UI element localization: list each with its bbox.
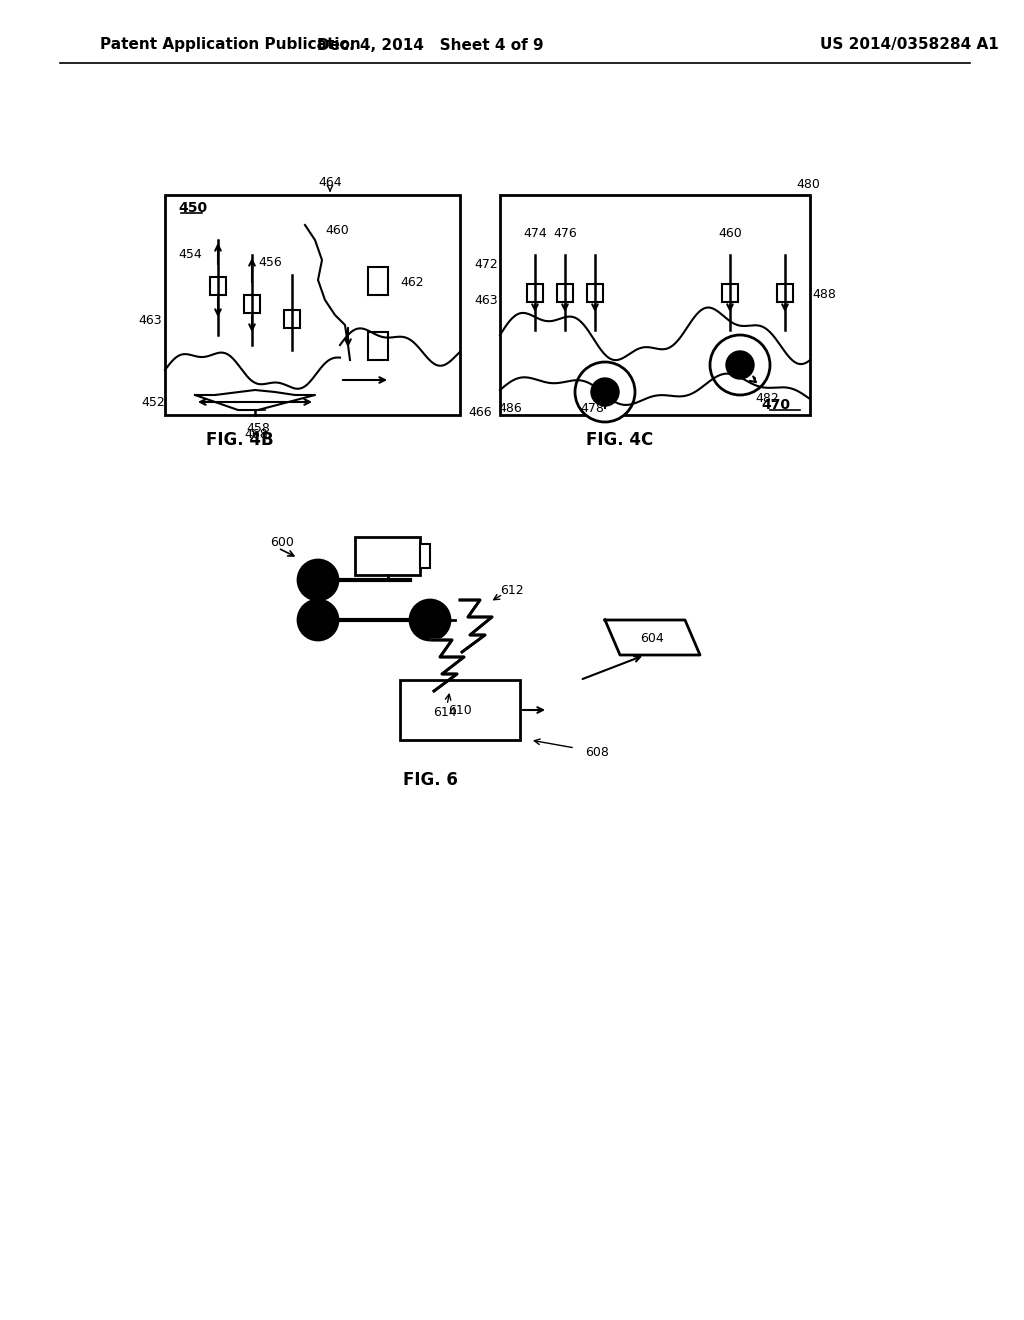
Polygon shape <box>432 640 464 690</box>
Text: 460: 460 <box>718 227 741 240</box>
Polygon shape <box>195 389 315 411</box>
Text: 454: 454 <box>178 248 202 261</box>
Bar <box>500 195 810 414</box>
Text: 458: 458 <box>246 422 270 436</box>
Text: 452: 452 <box>141 396 165 408</box>
Text: 472: 472 <box>474 259 498 272</box>
Text: 604: 604 <box>640 631 664 644</box>
Text: 474: 474 <box>523 227 547 240</box>
Bar <box>284 310 300 327</box>
Bar <box>527 284 543 302</box>
Text: 460: 460 <box>325 223 349 236</box>
Text: 614: 614 <box>433 705 457 718</box>
Bar <box>777 284 793 302</box>
Text: 450: 450 <box>178 201 207 215</box>
Text: 463: 463 <box>138 314 162 326</box>
Polygon shape <box>460 601 492 652</box>
Bar <box>355 537 420 576</box>
Bar <box>587 284 603 302</box>
Text: 612: 612 <box>500 583 523 597</box>
Text: 463: 463 <box>474 293 498 306</box>
Bar <box>368 333 388 360</box>
Bar <box>368 267 388 294</box>
Circle shape <box>726 351 754 379</box>
Text: 610: 610 <box>449 704 472 717</box>
Bar <box>400 680 520 741</box>
Bar <box>165 195 460 414</box>
Circle shape <box>710 335 770 395</box>
Text: FIG. 4B: FIG. 4B <box>206 432 273 449</box>
Text: FIG. 4C: FIG. 4C <box>587 432 653 449</box>
Circle shape <box>410 601 450 640</box>
Circle shape <box>575 362 635 422</box>
Text: 468: 468 <box>244 429 268 441</box>
Circle shape <box>591 378 618 407</box>
Text: 466: 466 <box>468 405 492 418</box>
Bar <box>722 284 738 302</box>
Text: 486: 486 <box>498 401 522 414</box>
Text: 470: 470 <box>761 399 790 412</box>
Bar <box>557 284 573 302</box>
Text: Dec. 4, 2014   Sheet 4 of 9: Dec. 4, 2014 Sheet 4 of 9 <box>316 37 544 53</box>
Circle shape <box>298 560 338 601</box>
Text: 478: 478 <box>580 401 604 414</box>
Text: 462: 462 <box>400 276 424 289</box>
Bar <box>420 544 430 568</box>
Text: US 2014/0358284 A1: US 2014/0358284 A1 <box>820 37 998 53</box>
Text: 456: 456 <box>258 256 282 268</box>
Bar <box>210 277 226 294</box>
Bar <box>244 294 260 313</box>
Text: 608: 608 <box>585 746 609 759</box>
Text: 488: 488 <box>812 289 836 301</box>
Text: 464: 464 <box>318 176 342 189</box>
Text: 482: 482 <box>755 392 778 404</box>
Text: 476: 476 <box>553 227 577 240</box>
Circle shape <box>298 601 338 640</box>
Text: 480: 480 <box>796 178 820 191</box>
Text: FIG. 6: FIG. 6 <box>402 771 458 789</box>
Text: Patent Application Publication: Patent Application Publication <box>100 37 360 53</box>
Text: 600: 600 <box>270 536 294 549</box>
